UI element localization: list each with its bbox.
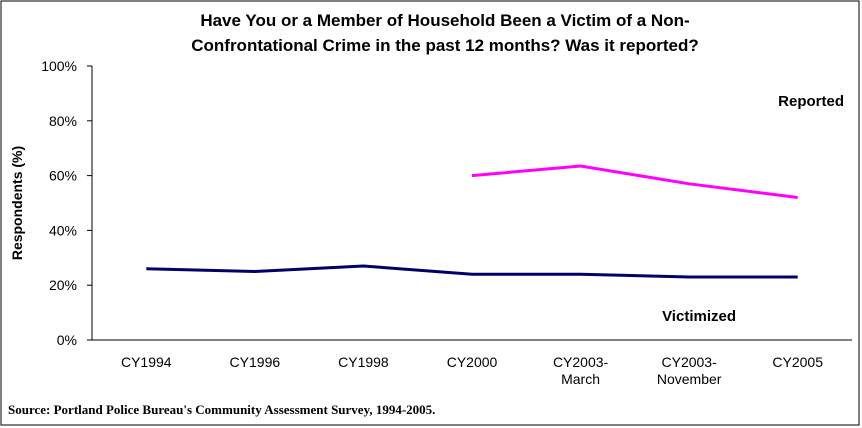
y-tick-label: 60% [49, 168, 77, 184]
series-label: Reported [778, 93, 844, 110]
series-line [146, 264, 798, 279]
x-tick-label: CY2000 [447, 354, 498, 370]
source-note: Source: Portland Police Bureau's Communi… [8, 402, 435, 417]
y-tick-label: 80% [49, 113, 77, 129]
y-tick-label: 0% [57, 332, 77, 348]
x-tick-label: CY2003-November [657, 354, 722, 387]
y-axis-label: Respondents (%) [9, 146, 25, 260]
series-line [471, 164, 798, 200]
x-tick-label: CY2005 [772, 354, 823, 370]
y-tick-label: 100% [41, 58, 77, 74]
x-tick-label: CY1994 [121, 354, 172, 370]
x-tick-label: CY1998 [338, 354, 389, 370]
series-label: Victimized [662, 308, 736, 325]
x-tick-label: CY2003-March [553, 354, 609, 387]
y-tick-label: 40% [49, 222, 77, 238]
chart-title: Have You or a Member of Household Been a… [191, 11, 699, 55]
x-tick-label: CY1996 [230, 354, 281, 370]
y-tick-label: 20% [49, 277, 77, 293]
